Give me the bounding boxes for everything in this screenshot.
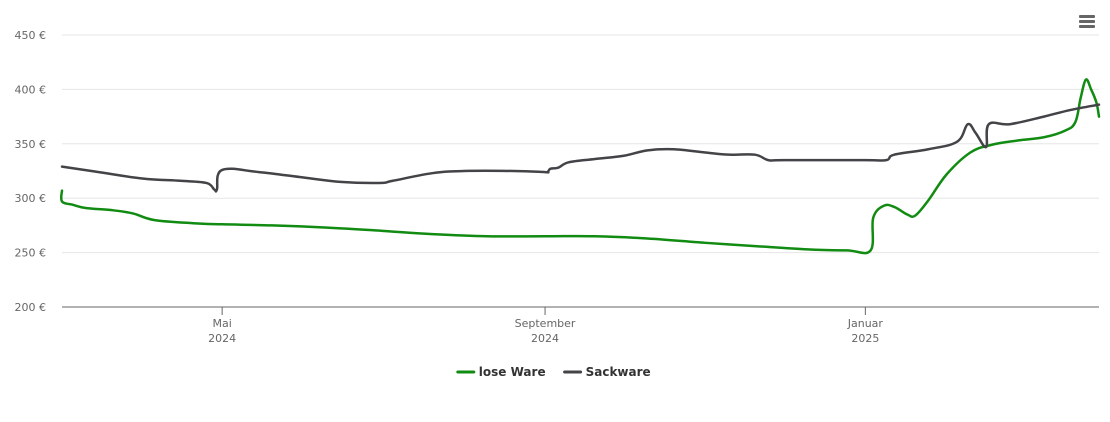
x-tick-label-year: 2024 — [208, 332, 236, 345]
y-tick-label: 350 € — [15, 138, 47, 151]
x-tick-label-month: Mai — [212, 317, 231, 330]
legend-item-1[interactable]: lose Ware — [456, 365, 546, 379]
legend[interactable]: lose Ware Sackware — [456, 365, 651, 379]
x-tick-label-month: Januar — [847, 317, 884, 330]
legend-label: Sackware — [586, 365, 651, 379]
hamburger-menu-icon — [1079, 15, 1095, 18]
y-tick-label: 450 € — [15, 29, 47, 42]
legend-item-2[interactable]: Sackware — [563, 365, 651, 379]
x-tick-label-year: 2024 — [531, 332, 559, 345]
grid-lines — [62, 34, 1099, 254]
chart-menu-button[interactable] — [1076, 11, 1098, 33]
series-line-2[interactable] — [60, 103, 1101, 193]
x-tick-label-month: September — [515, 317, 576, 330]
x-tick-label-year: 2025 — [851, 332, 879, 345]
y-tick-label: 250 € — [15, 247, 47, 260]
legend-label: lose Ware — [479, 365, 546, 379]
y-tick-label: 200 € — [15, 301, 47, 314]
y-tick-label: 400 € — [15, 83, 47, 96]
y-axis: 200 € 250 € 300 € 350 € 400 € 450 € — [15, 29, 47, 314]
y-tick-label: 300 € — [15, 192, 47, 205]
series-line-1[interactable] — [59, 78, 1101, 255]
series-layer — [59, 78, 1101, 255]
x-axis: Mai 2024 September 2024 Januar 2025 — [62, 306, 1099, 345]
